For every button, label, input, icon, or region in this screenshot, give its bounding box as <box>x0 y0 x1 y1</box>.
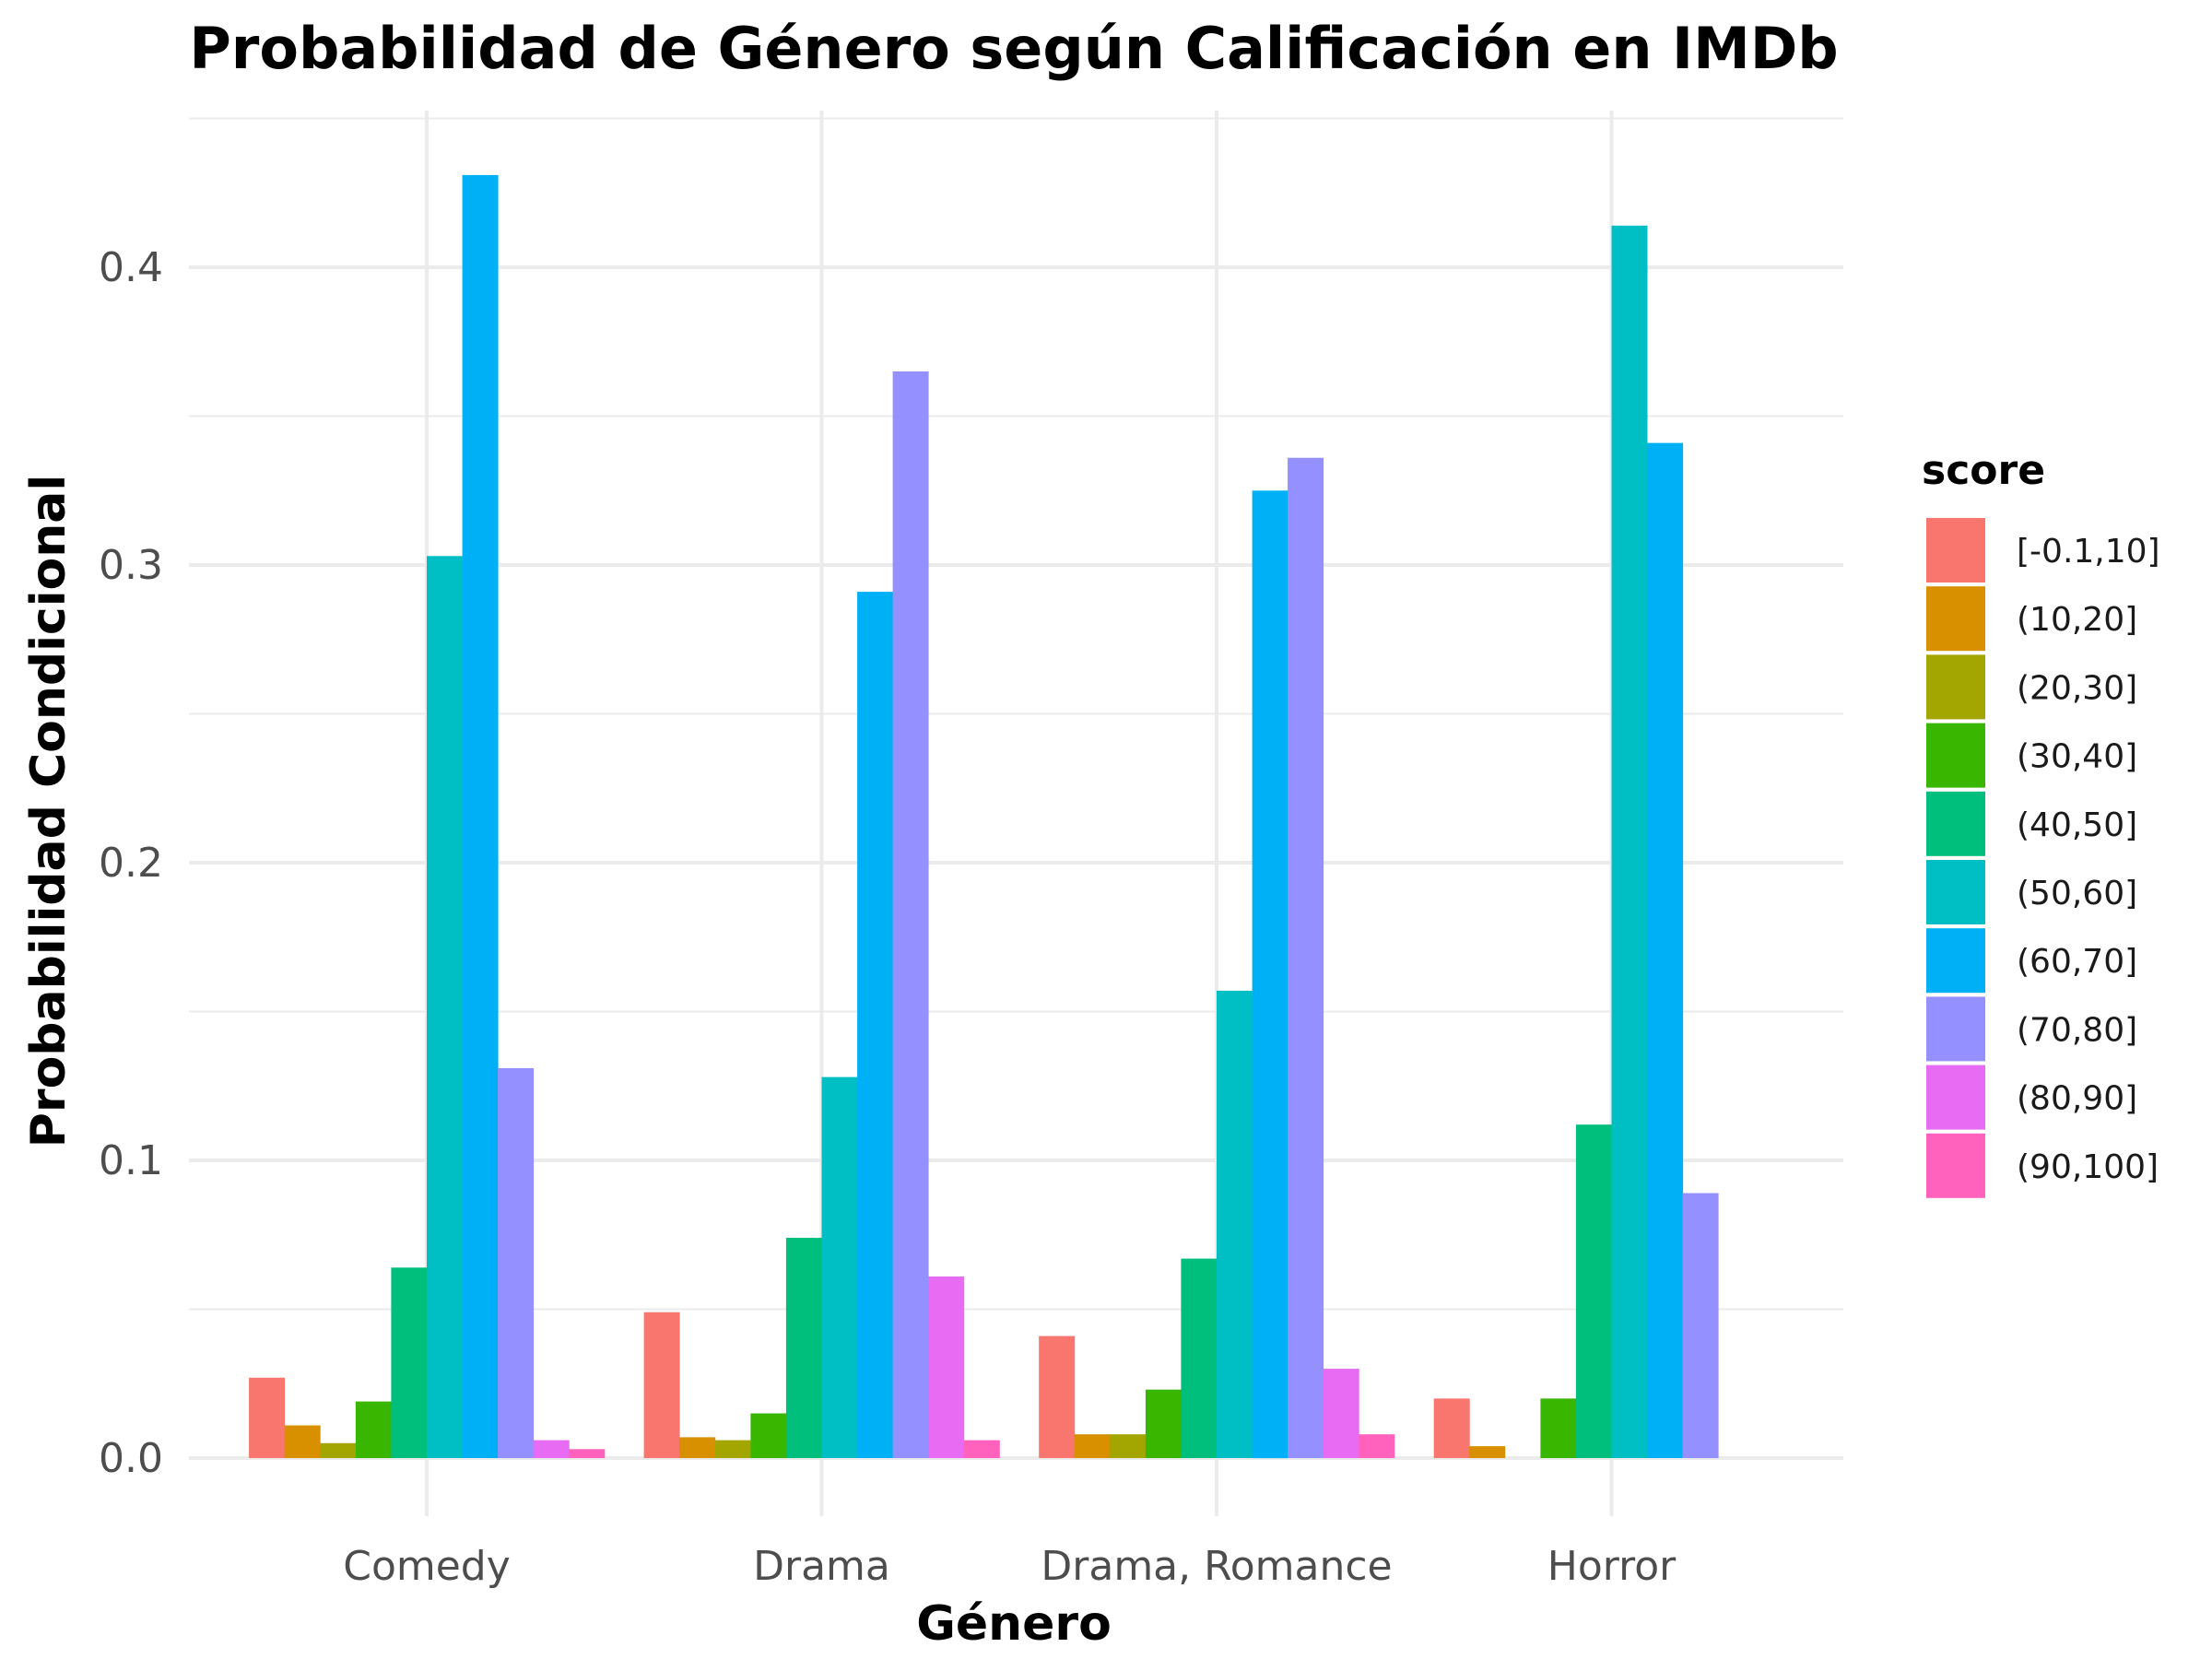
y-tick-label: 0.2 <box>99 840 163 887</box>
bar <box>643 1312 680 1458</box>
bar <box>1682 1193 1719 1458</box>
bar <box>1110 1434 1147 1458</box>
legend-title: score <box>1922 447 2045 494</box>
bar <box>498 1067 535 1458</box>
bar <box>533 1440 570 1458</box>
legend-label: (30,40] <box>2017 738 2137 776</box>
y-tick-label: 0.4 <box>99 244 163 291</box>
legend-key <box>1926 654 1985 720</box>
legend-label: (50,60] <box>2017 875 2137 912</box>
legend-label: (20,30] <box>2017 669 2137 707</box>
bar <box>857 592 894 1458</box>
legend-label: (60,70] <box>2017 943 2137 981</box>
bar <box>427 556 463 1458</box>
y-tick-label: 0.0 <box>99 1435 163 1482</box>
bar <box>679 1437 716 1458</box>
legend-label: (40,50] <box>2017 806 2137 844</box>
x-tick-label: Comedy <box>343 1543 511 1590</box>
bar <box>249 1377 286 1458</box>
y-axis-title: Probabilidad Condicional <box>21 475 76 1147</box>
bars <box>249 174 1719 1459</box>
bar <box>892 371 929 1458</box>
bar <box>928 1277 965 1458</box>
bar <box>284 1425 321 1458</box>
legend-key <box>1926 928 1985 994</box>
bar <box>1039 1335 1076 1458</box>
bar <box>821 1077 858 1458</box>
bar <box>1217 990 1253 1458</box>
bar <box>1288 457 1324 1459</box>
bar <box>1145 1389 1182 1458</box>
x-tick-label: Drama <box>753 1543 890 1590</box>
bar <box>1540 1398 1577 1458</box>
bar <box>1252 490 1288 1459</box>
legend-label: (90,100] <box>2017 1148 2159 1186</box>
bar <box>1469 1446 1506 1458</box>
bar <box>355 1401 392 1458</box>
legend-key <box>1926 1065 1985 1130</box>
legend-key <box>1926 860 1985 924</box>
bar <box>1323 1369 1359 1458</box>
bar <box>1074 1434 1111 1458</box>
y-tick-label: 0.1 <box>99 1137 163 1184</box>
bar <box>714 1440 751 1458</box>
legend-key <box>1926 1133 1985 1198</box>
y-tick-label: 0.3 <box>99 542 163 589</box>
x-tick-label: Horror <box>1547 1543 1677 1590</box>
legend-key <box>1926 996 1985 1062</box>
chart-title: Probabilidad de Género según Calificació… <box>189 15 1838 82</box>
bar <box>1575 1124 1612 1458</box>
y-tick-labels: 0.0 0.1 0.2 0.3 0.4 <box>99 244 163 1482</box>
bar <box>1181 1258 1218 1458</box>
legend-key <box>1926 791 1985 856</box>
bar <box>785 1238 822 1458</box>
bar <box>1647 442 1684 1459</box>
bar <box>391 1267 428 1458</box>
bar <box>569 1449 606 1458</box>
bar <box>320 1442 357 1458</box>
bar <box>963 1440 1000 1458</box>
bar <box>462 174 499 1458</box>
bar <box>750 1413 787 1458</box>
bar <box>1433 1398 1470 1458</box>
x-tick-label: Drama, Romance <box>1041 1543 1392 1590</box>
legend-label: (10,20] <box>2017 601 2137 639</box>
legend-key <box>1926 518 1985 582</box>
x-axis-title: Género <box>916 1596 1112 1652</box>
bar <box>1611 225 1648 1458</box>
legend: score [-0.1,10] (10,20] (20,30] (30,40] (40,… <box>1922 447 2160 1198</box>
legend-label: [-0.1,10] <box>2017 533 2160 571</box>
legend-label: (70,80] <box>2017 1011 2137 1049</box>
bar <box>1359 1434 1395 1458</box>
legend-key <box>1926 723 1985 788</box>
x-tick-labels: Comedy Drama Drama, Romance Horror <box>343 1543 1677 1590</box>
legend-key <box>1926 586 1985 652</box>
legend-label: (80,90] <box>2017 1080 2137 1118</box>
